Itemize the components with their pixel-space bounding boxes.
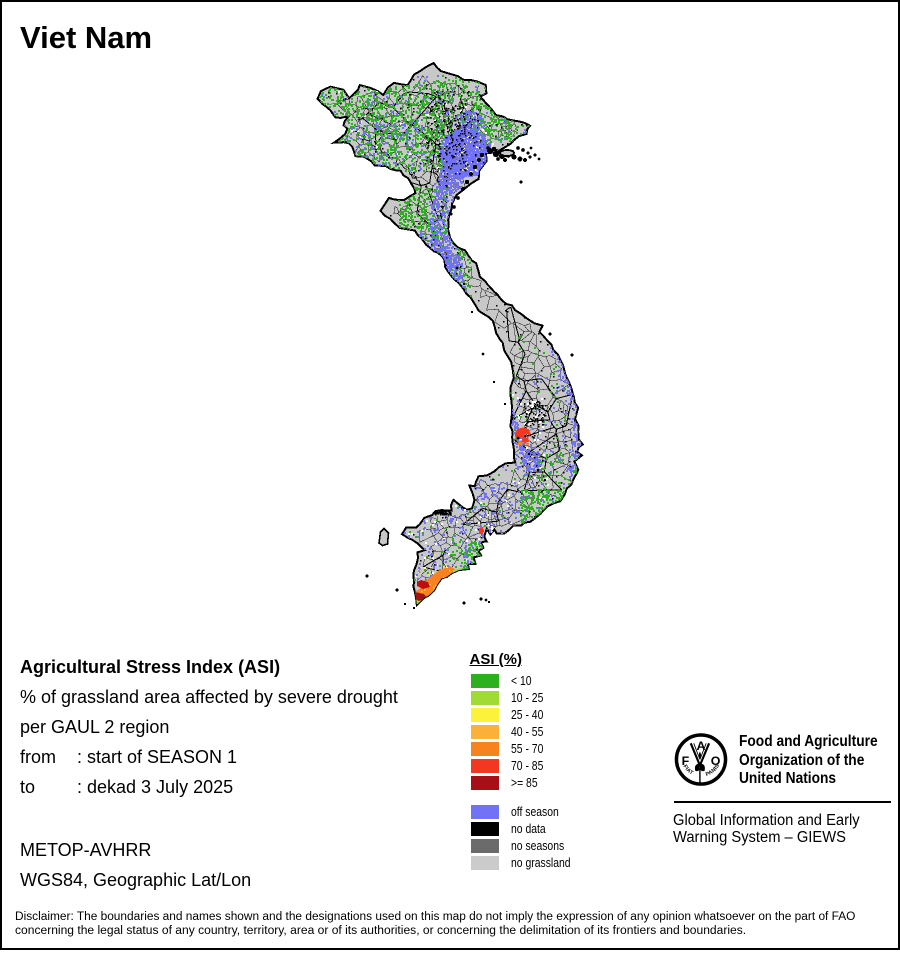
svg-text:O: O xyxy=(711,754,721,768)
svg-text:A: A xyxy=(697,739,706,753)
svg-text:F: F xyxy=(682,754,690,768)
